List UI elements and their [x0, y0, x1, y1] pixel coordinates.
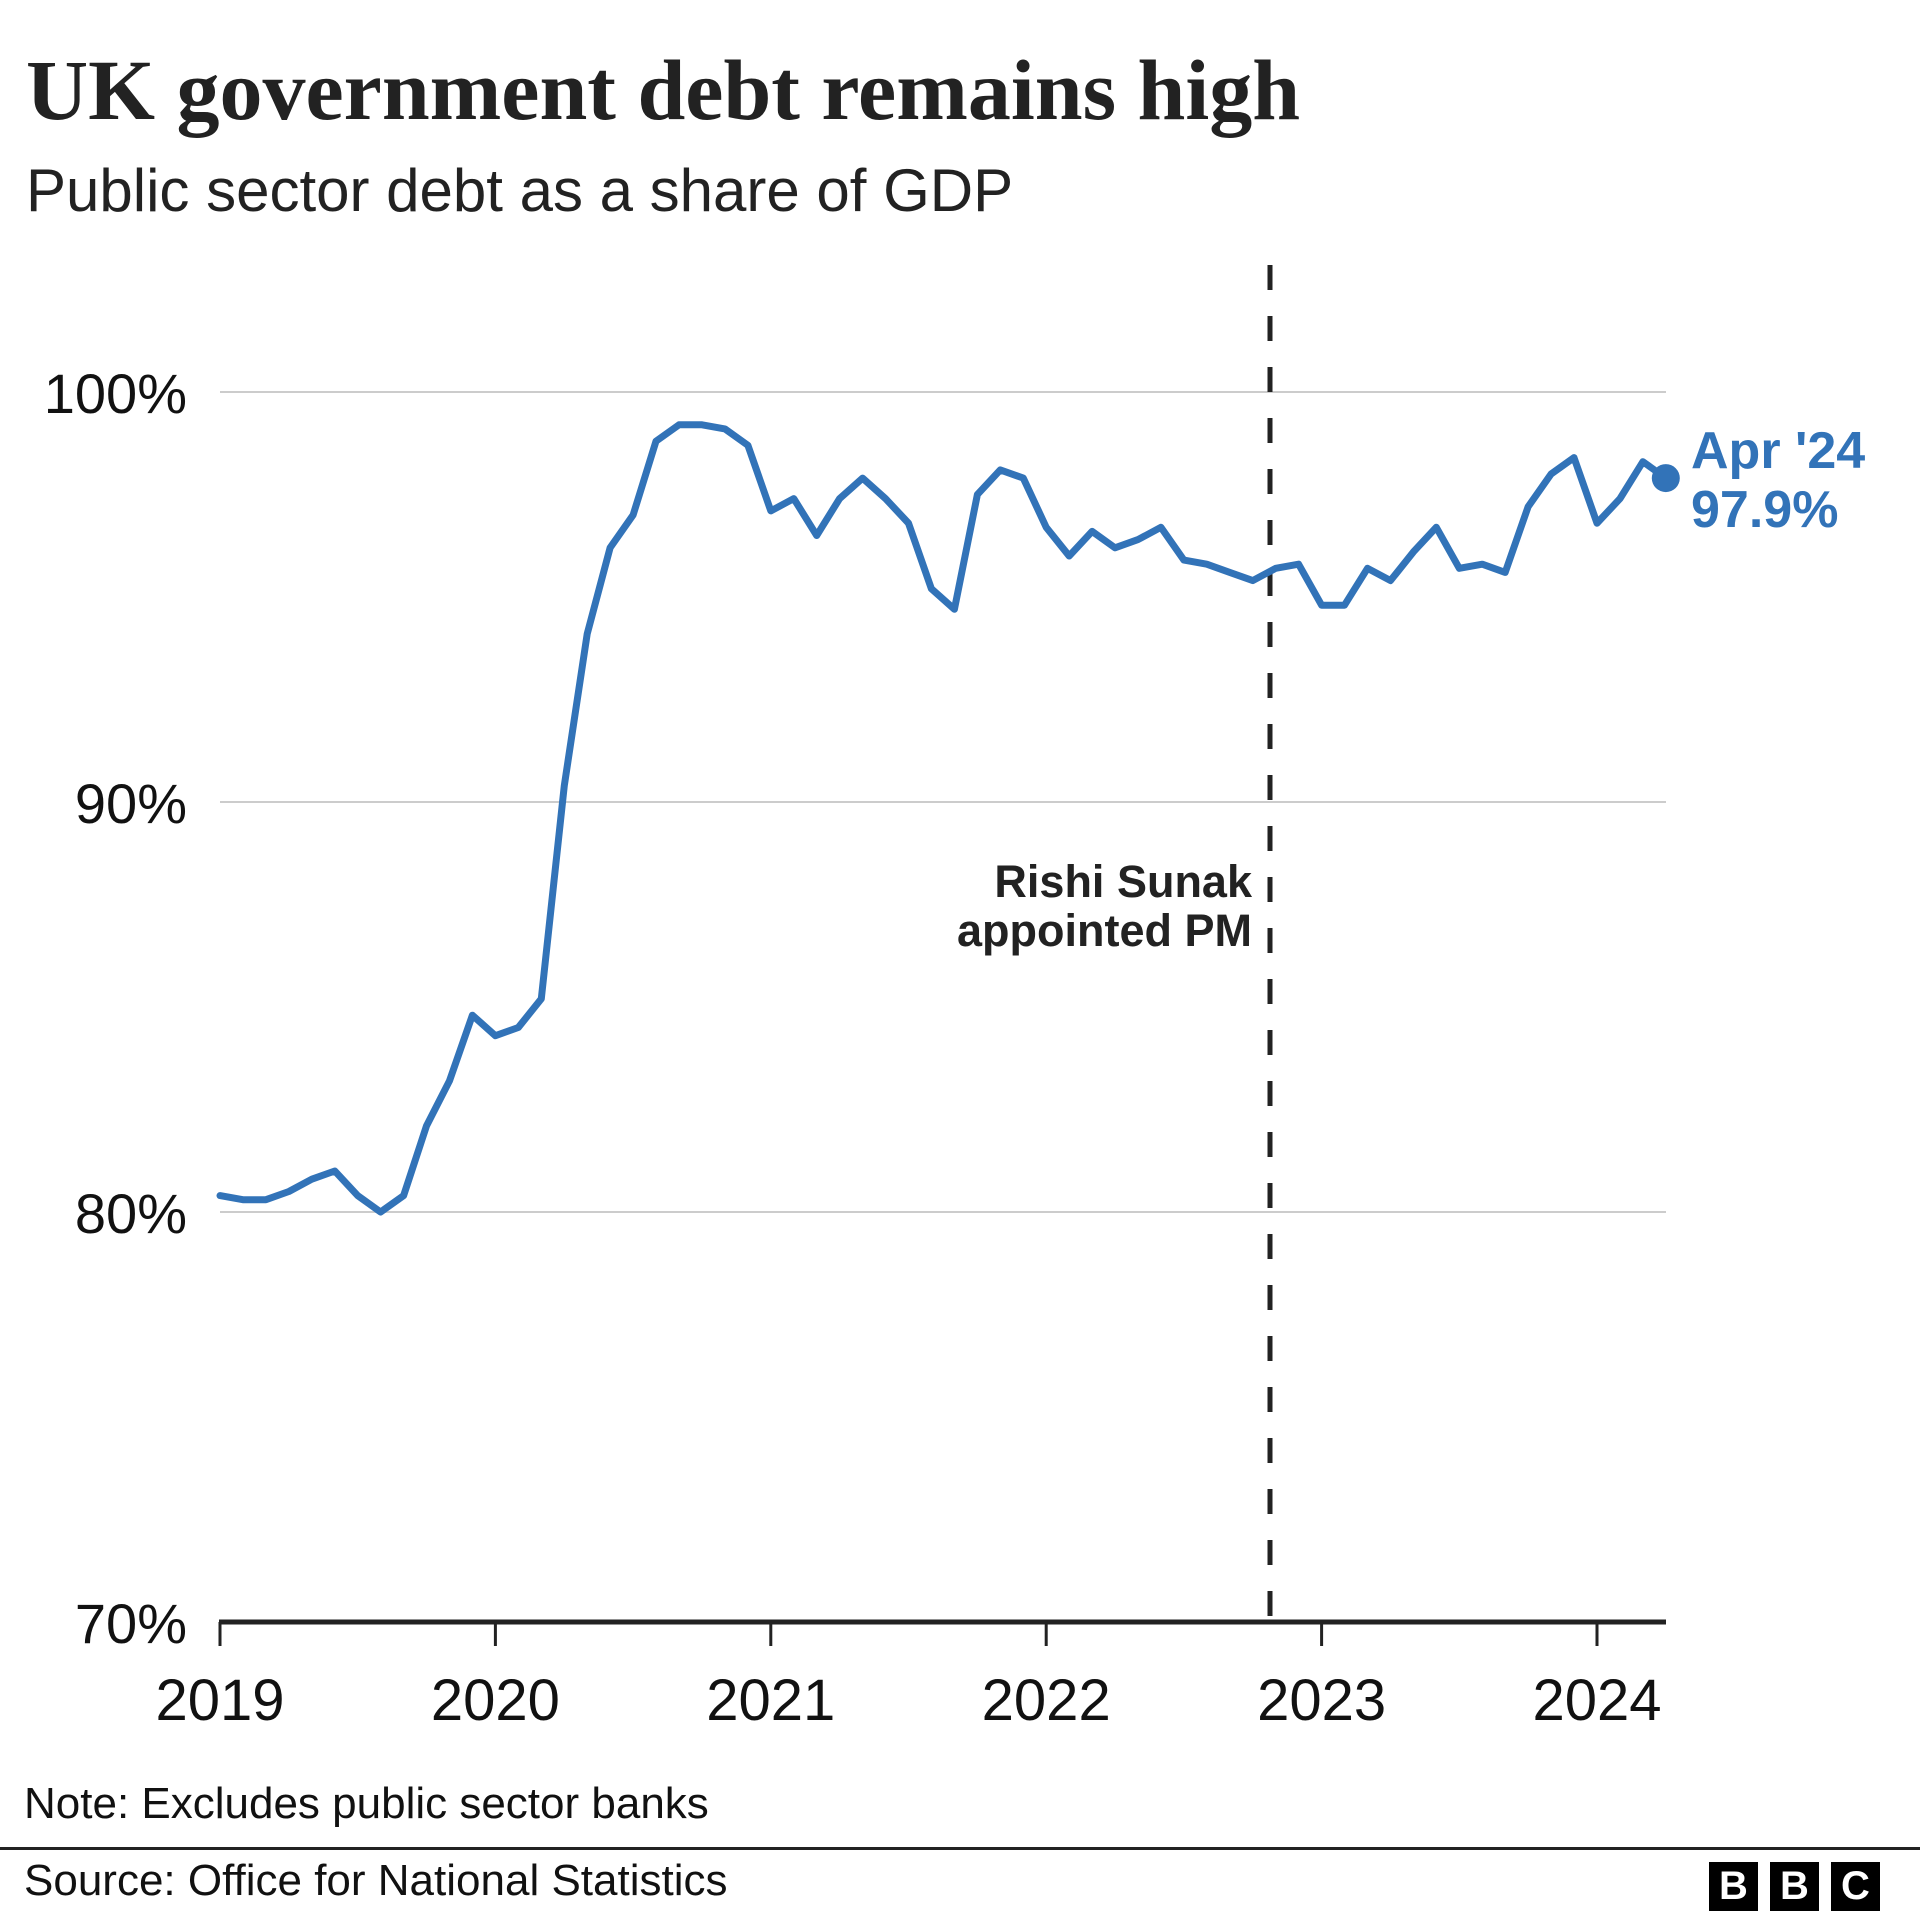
line-chart: 70% 80% 90% 100% Rishi Sunak appointed PM 2…	[44, 265, 1865, 1733]
annotation-line-2: appointed PM	[957, 905, 1252, 956]
y-tick-label: 80%	[75, 1182, 187, 1245]
end-label-date: Apr '24	[1691, 422, 1865, 480]
end-point-marker	[1651, 464, 1680, 493]
logo-letter-c: C	[1831, 1862, 1880, 1911]
logo-letter-b2: B	[1770, 1862, 1819, 1911]
x-axis-labels: 2019 2020 2021 2022 2023 2024	[155, 1668, 1661, 1733]
x-tick-label: 2021	[706, 1668, 835, 1733]
x-tick-label: 2020	[431, 1668, 560, 1733]
chart-title: UK government debt remains high	[26, 42, 1301, 138]
chart-source: Source: Office for National Statistics	[24, 1856, 728, 1905]
x-tick-label: 2023	[1257, 1668, 1386, 1733]
x-tick-label: 2022	[982, 1668, 1111, 1733]
gridlines	[220, 391, 1666, 1213]
chart-subtitle: Public sector debt as a share of GDP	[26, 157, 1014, 224]
x-axis	[218, 1619, 1666, 1646]
x-tick-label: 2024	[1532, 1668, 1661, 1733]
sunak-annotation: Rishi Sunak appointed PM	[957, 856, 1253, 956]
x-tick-label: 2019	[155, 1668, 284, 1733]
logo-letter-b1: B	[1709, 1862, 1758, 1911]
y-tick-label: 90%	[75, 772, 187, 835]
debt-series-line	[216, 421, 1670, 1216]
chart-note: Note: Excludes public sector banks	[24, 1779, 709, 1828]
end-label: Apr '24 97.9%	[1691, 422, 1865, 539]
end-label-value: 97.9%	[1691, 481, 1838, 539]
y-tick-label: 100%	[44, 362, 187, 425]
y-axis-labels: 70% 80% 90% 100%	[44, 362, 187, 1655]
annotation-line-1: Rishi Sunak	[994, 856, 1253, 907]
bbc-logo: B B C	[1709, 1862, 1880, 1911]
footer-divider	[0, 1847, 1920, 1850]
y-tick-label: 70%	[75, 1592, 187, 1655]
